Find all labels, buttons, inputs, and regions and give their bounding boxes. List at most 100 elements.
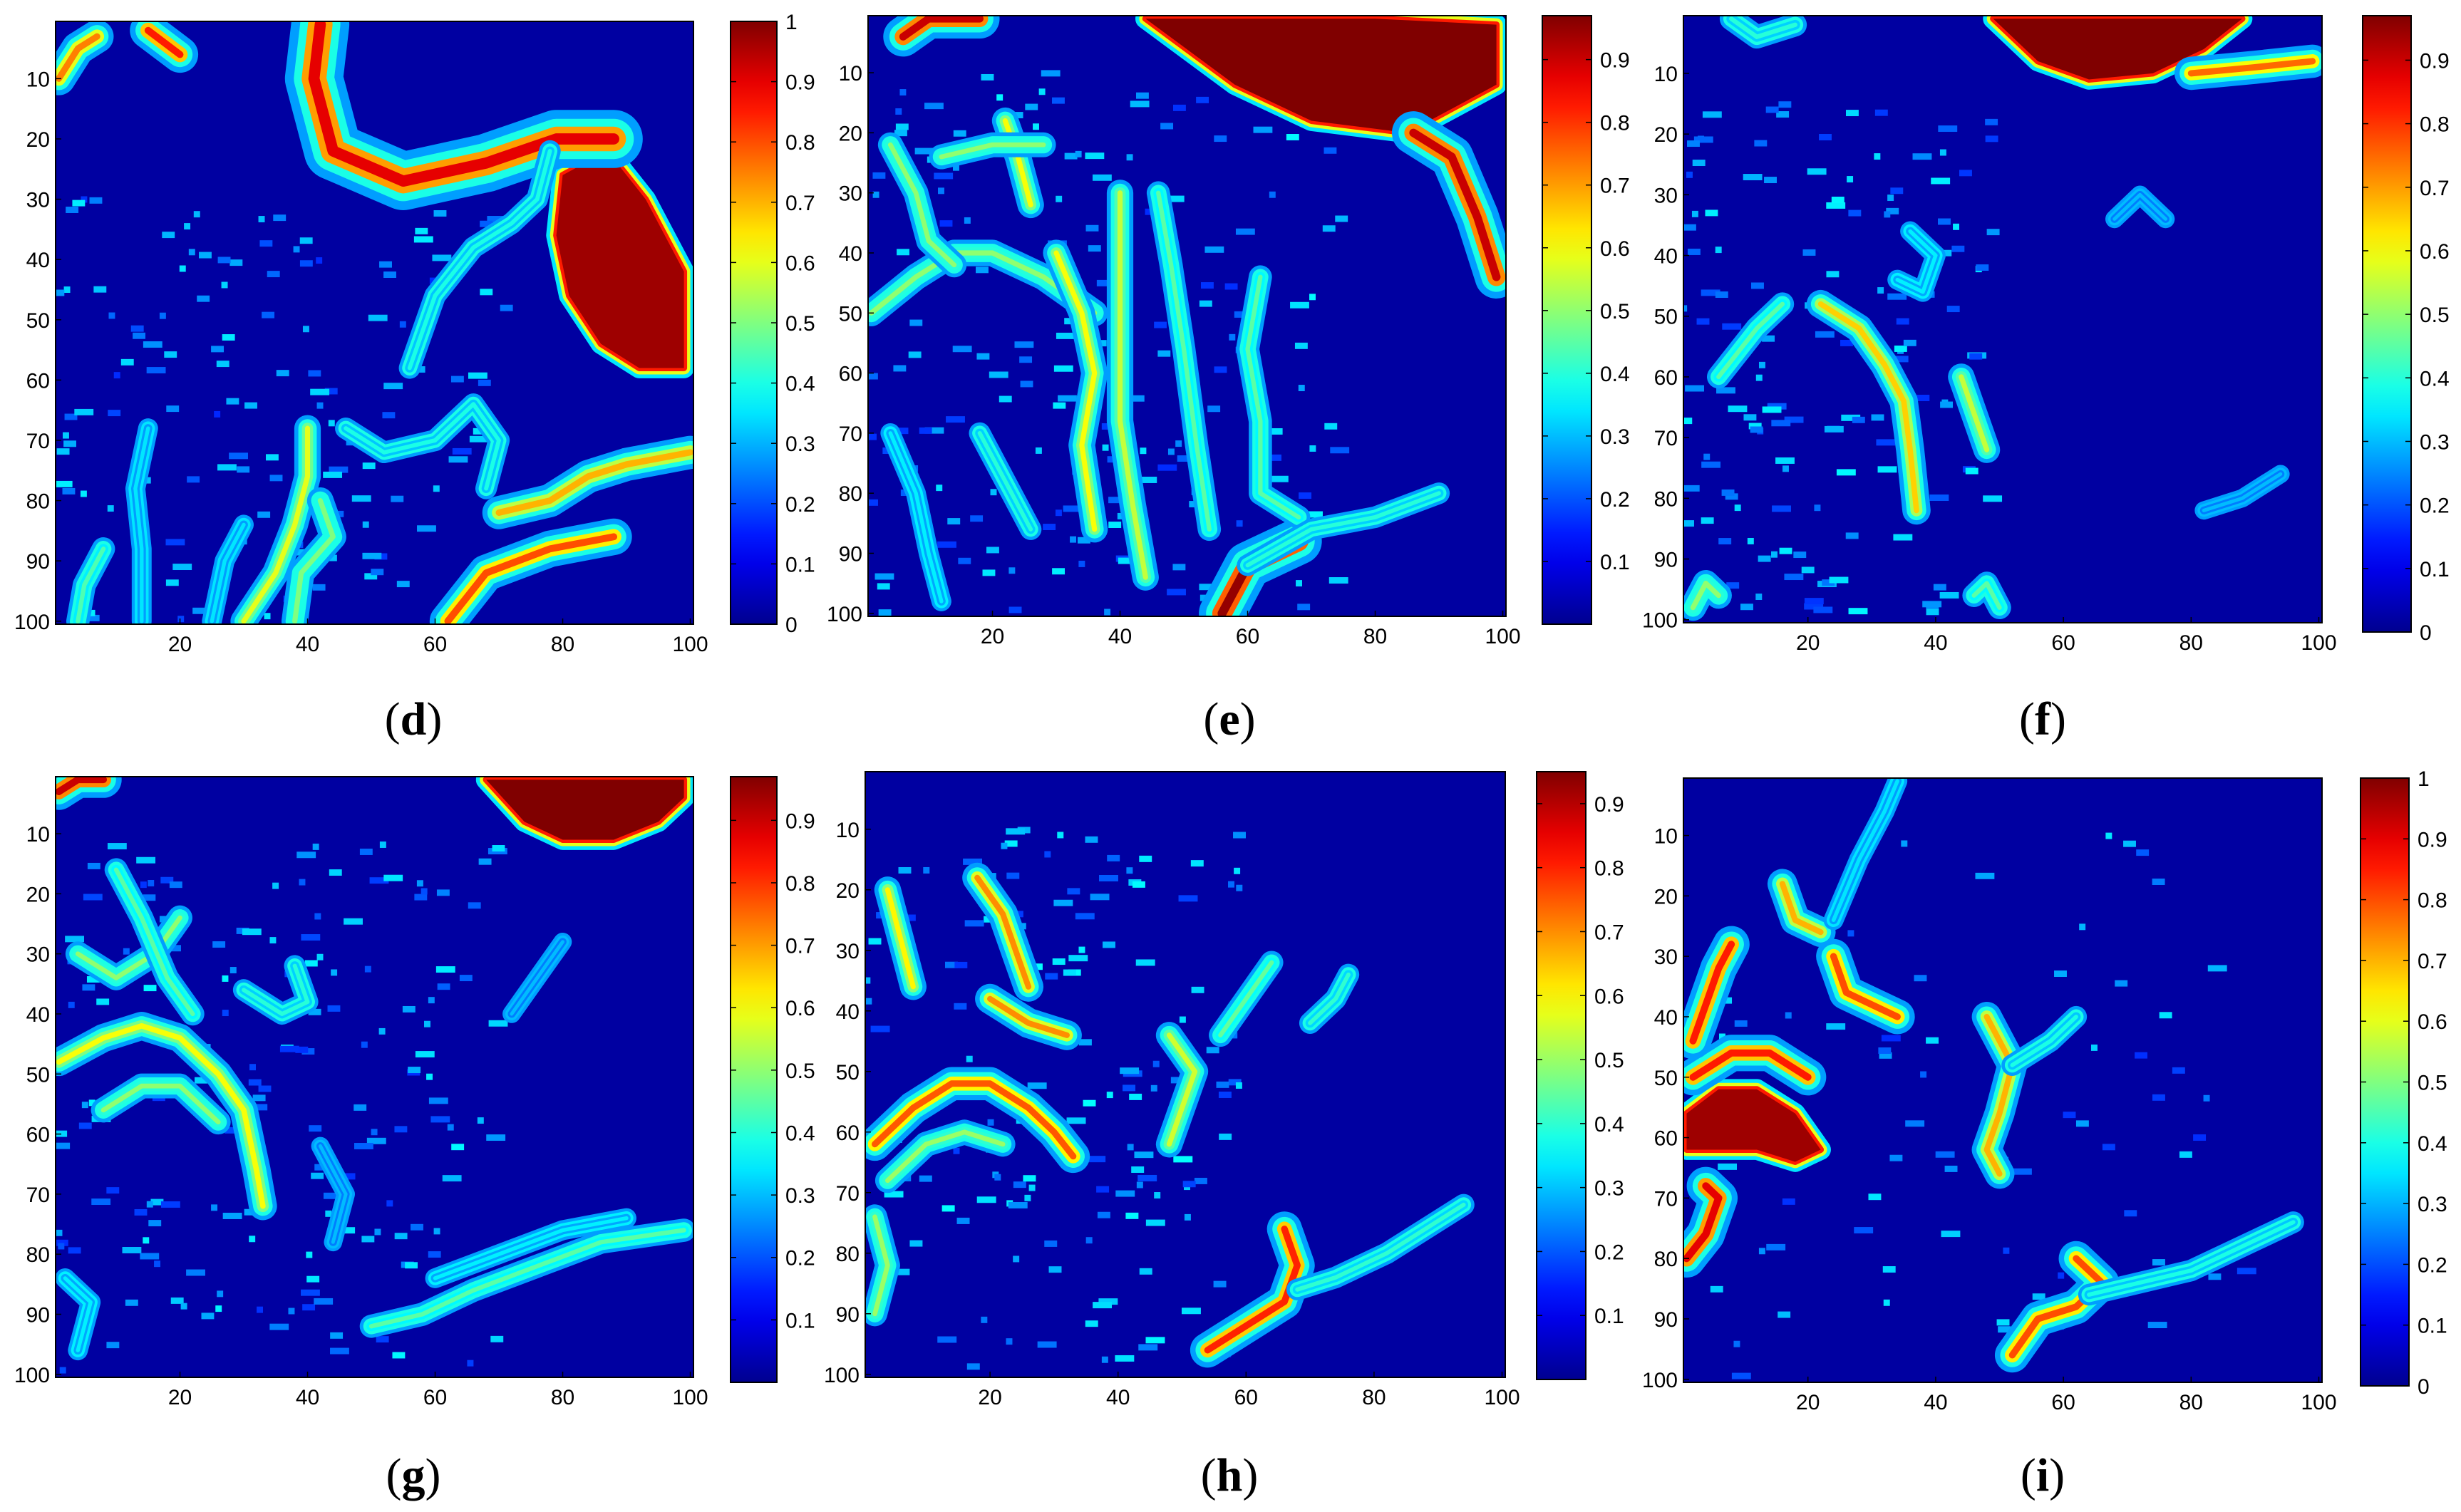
y-tick-label: 40 <box>1654 245 1678 269</box>
speckle <box>1683 224 1696 231</box>
speckle <box>981 73 994 81</box>
y-ticks-g: 10 20 30 40 50 60 70 80 90 100 <box>14 823 61 1387</box>
speckle <box>329 869 342 876</box>
blob-core <box>1686 1089 1821 1162</box>
speckle <box>354 1104 367 1111</box>
speckle <box>1946 306 1960 313</box>
ridge-curve-layer <box>1053 250 1098 532</box>
speckle <box>976 266 989 274</box>
speckle <box>301 1289 320 1296</box>
speckle <box>1758 361 1765 368</box>
y-tick-label: 50 <box>26 1063 50 1087</box>
speckle <box>1064 152 1078 160</box>
speckle <box>170 1297 184 1304</box>
colorbar-tick-label: 0.9 <box>785 809 815 833</box>
x-tick-label: 20 <box>1796 631 1820 655</box>
colorbar-gradient <box>731 21 777 624</box>
speckle <box>1126 154 1133 161</box>
speckle <box>1750 426 1763 433</box>
y-tick-label: 80 <box>836 1243 860 1266</box>
speckle <box>184 223 191 230</box>
speckle <box>272 882 279 889</box>
speckle <box>140 1253 160 1260</box>
speckle <box>325 1210 332 1217</box>
speckle <box>314 913 321 920</box>
speckle <box>1191 986 1204 993</box>
speckle <box>364 965 371 973</box>
plot-frame <box>55 21 694 625</box>
speckle <box>1107 456 1114 463</box>
speckle <box>56 1239 68 1246</box>
speckle <box>1099 875 1118 881</box>
colorbar-ticks-g: 0.1 0.2 0.3 0.4 0.5 0.6 0.7 0.8 0.9 <box>731 809 815 1332</box>
speckle <box>1294 342 1308 349</box>
speckle <box>1765 106 1779 113</box>
y-tick-label: 60 <box>26 369 50 393</box>
speckle <box>1068 955 1088 962</box>
speckle <box>1024 1194 1031 1201</box>
speckle <box>1692 160 1706 167</box>
speckle <box>1086 1156 1106 1163</box>
speckle <box>2058 1272 2065 1279</box>
speckle <box>1043 524 1056 531</box>
speckle <box>1013 1255 1020 1263</box>
speckle <box>177 616 185 623</box>
speckle <box>1701 289 1720 296</box>
speckle <box>1184 1213 1191 1221</box>
speckle <box>1848 209 1862 217</box>
speckle <box>1815 331 1835 338</box>
speckle <box>447 1124 454 1131</box>
speckle <box>1052 568 1066 575</box>
speckle <box>1216 1081 1229 1088</box>
speckle <box>316 953 324 960</box>
panel-label-d: (d) <box>385 693 443 745</box>
colorbar-tick-label: 0.1 <box>2420 558 2450 581</box>
colorbar-gradient <box>2363 16 2411 632</box>
speckle <box>316 402 324 409</box>
speckle <box>953 1147 960 1154</box>
speckle <box>1715 291 1728 298</box>
colorbar-d <box>730 21 778 625</box>
speckle <box>994 1174 1001 1181</box>
speckle <box>1041 70 1061 77</box>
colorbar-tick-label: 0.1 <box>2418 1315 2447 1338</box>
speckle <box>1755 374 1763 381</box>
speckle <box>1933 584 1946 591</box>
speckle <box>83 894 103 901</box>
speckle <box>1004 840 1018 847</box>
panel-h: 20 40 60 80 100 10 20 30 40 50 60 70 80 90 100 0.1 0.2… <box>824 771 1624 1501</box>
ridge-curve-layer <box>1204 1226 1301 1354</box>
colorbar-ticks-e: 0.1 0.2 0.3 0.4 0.5 0.6 0.7 0.8 0.9 <box>1542 49 1630 574</box>
speckle <box>1901 840 1908 847</box>
speckle <box>1686 171 1693 178</box>
speckle <box>868 499 878 506</box>
speckle <box>273 214 287 222</box>
speckle <box>2123 840 2136 847</box>
speckle <box>872 172 886 179</box>
speckle <box>1088 245 1101 252</box>
y-tick-label: 100 <box>1642 1369 1678 1392</box>
speckle <box>134 1208 148 1216</box>
ridge-curve-layer <box>899 16 984 41</box>
ridge-curve-layer <box>888 431 944 604</box>
speckle <box>480 289 493 296</box>
speckle <box>1951 245 1965 252</box>
colorbar-tick-label: 0.2 <box>2418 1253 2447 1277</box>
speckle <box>1931 177 1951 185</box>
colorbar-frame <box>2362 15 2412 633</box>
speckle <box>1845 532 1859 539</box>
speckle <box>1199 584 1219 591</box>
speckle <box>1734 504 1741 512</box>
speckle <box>244 402 257 409</box>
speckle <box>1784 574 1804 581</box>
speckle <box>1096 1186 1110 1193</box>
plot-frame <box>1683 777 2323 1383</box>
speckle <box>371 1129 378 1136</box>
x-tick-label: 60 <box>2051 631 2075 655</box>
y-tick-label: 100 <box>827 603 862 626</box>
speckle <box>934 172 954 180</box>
speckle <box>976 353 990 360</box>
speckle <box>344 918 363 925</box>
speckle <box>308 1008 321 1015</box>
speckle <box>1801 566 1815 574</box>
